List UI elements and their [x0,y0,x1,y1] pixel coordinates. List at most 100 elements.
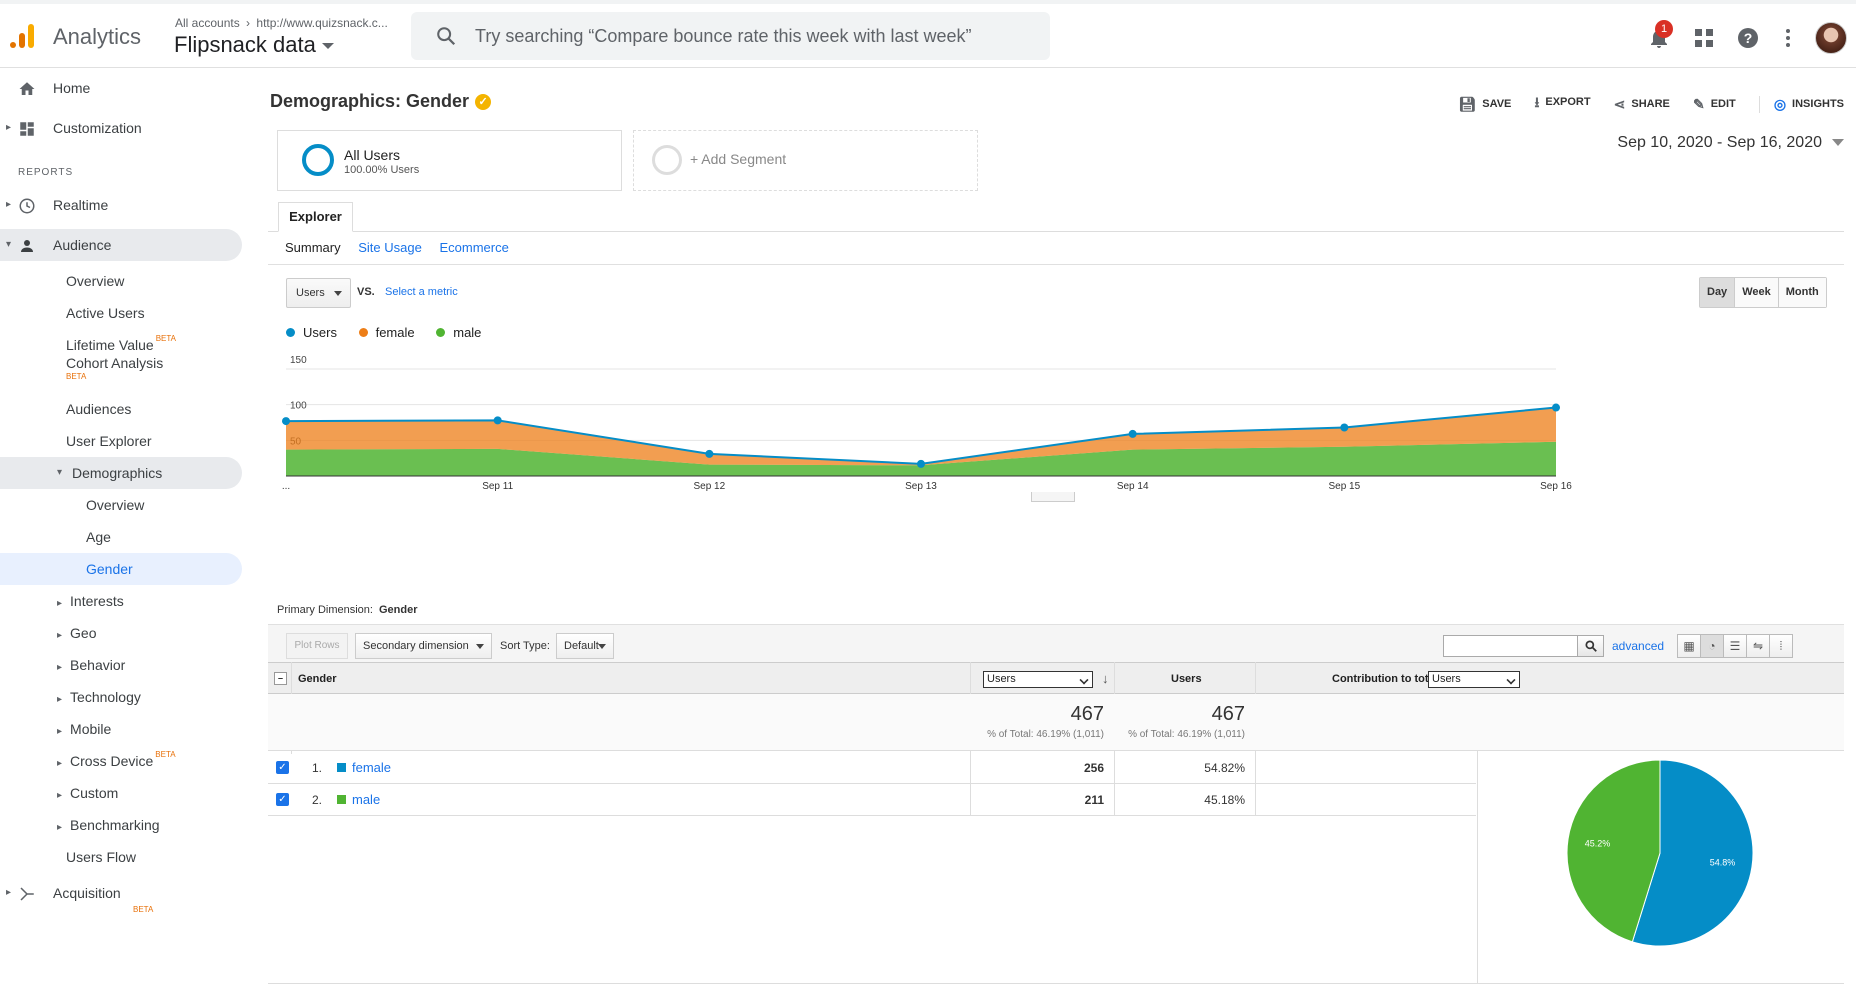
segment-all-users[interactable]: All Users 100.00% Users [277,130,622,191]
account-selector[interactable]: Flipsnack data [174,32,334,58]
sidebar-item-mobile[interactable]: ▸ Mobile [57,721,112,737]
subtab-summary[interactable]: Summary [285,240,341,255]
edit-button[interactable]: ✎ EDIT [1692,95,1736,112]
column-header-gender[interactable]: Gender [298,673,337,685]
share-button[interactable]: ⋖ SHARE [1613,95,1670,112]
plot-rows-button[interactable]: Plot Rows [286,633,348,659]
share-icon: ⋖ [1613,95,1626,112]
table-row[interactable]: ✓ 1. female 256 54.82% [268,752,1476,784]
add-segment-button[interactable]: + Add Segment [633,130,978,191]
subtab-ecommerce[interactable]: Ecommerce [439,240,509,255]
sidebar-item-home[interactable]: Home [0,72,240,104]
y-tick-label: 150 [290,355,307,366]
row-label-link[interactable]: female [352,760,392,775]
row-checkbox[interactable]: ✓ [276,793,289,806]
date-range-picker[interactable]: Sep 10, 2020 - Sep 16, 2020 [1617,134,1844,152]
person-icon [21,240,33,252]
pie-view-icon[interactable]: ◔ [1700,634,1724,658]
table-filter-input[interactable] [1443,635,1578,657]
row-color-swatch [337,795,346,804]
comparison-view-icon[interactable]: ⇋ [1746,634,1770,658]
sidebar-item-gender[interactable]: Gender [0,553,242,585]
sidebar-item-geo[interactable]: ▸ Geo [57,625,97,641]
sidebar-item-audiences[interactable]: Audiences [66,401,132,417]
sidebar-item-cohort-analysis[interactable]: Cohort Analysis BETA [66,355,164,381]
vs-label: VS. [357,286,375,298]
sidebar-item-custom[interactable]: ▸ Custom [57,785,119,801]
export-button[interactable]: ⭳ EXPORT [1534,92,1590,116]
month-button[interactable]: Month [1777,278,1826,307]
row-label-link[interactable]: male [352,792,381,807]
pivot-view-icon[interactable]: ⦙ [1769,634,1793,658]
analytics-logo-icon[interactable] [8,22,36,50]
table-header: – Gender Users ↓ Users Contribution to t… [268,662,1844,694]
expand-arrow-icon: ▸ [57,758,63,769]
row-users-value: 256 [1083,761,1104,775]
total-users-value: 467 [1070,703,1104,725]
sidebar-item-cross-device[interactable]: ▸ Cross Device BETA [57,750,176,769]
sidebar-item-customization[interactable]: ▸ Customization [0,112,240,144]
user-avatar[interactable] [1815,22,1847,54]
sidebar-item-audience-overview[interactable]: Overview [66,273,125,289]
sort-type-dropdown[interactable]: Default [556,633,614,659]
select-metric-link[interactable]: Select a metric [385,286,458,298]
contribution-pie-chart[interactable]: 54.8% 45.2% [1478,751,1845,983]
sidebar-item-audience[interactable]: ▾ Audience [0,229,242,261]
subtab-site-usage[interactable]: Site Usage [358,240,422,255]
clock-icon [19,198,35,214]
advanced-filter-link[interactable]: advanced [1612,639,1665,653]
more-vert-icon[interactable] [1776,26,1800,50]
legend-item-male[interactable]: male [436,325,481,340]
primary-dimension-value[interactable]: Gender [378,604,418,616]
performance-view-icon[interactable]: ☰ [1723,634,1747,658]
search-input[interactable] [475,12,1035,60]
sidebar-item-benchmarking[interactable]: ▸ Benchmarking [57,817,160,833]
svg-text:?: ? [1744,30,1753,46]
sidebar-item-demographics[interactable]: ▾ Demographics [0,457,242,489]
account-breadcrumb[interactable]: All accounts › http://www.quizsnack.c... [175,16,388,30]
search-icon [437,27,456,46]
sidebar-item-behavior[interactable]: ▸ Behavior [57,657,126,673]
search-box[interactable] [411,12,1050,60]
sidebar-item-acquisition[interactable]: ▸ Acquisition [0,877,240,909]
legend-item-users[interactable]: Users [286,325,337,340]
caret-down-icon [1832,139,1844,147]
select-all-checkbox[interactable]: – [274,672,287,685]
x-tick-label: Sep 16 [1540,481,1572,492]
sidebar-item-age[interactable]: Age [86,529,111,545]
contribution-select[interactable]: Users [1428,671,1520,688]
sidebar-item-users-flow[interactable]: Users Flow [66,849,137,865]
table-view-icon[interactable]: ▦ [1677,634,1701,658]
save-button[interactable]: 💾︎ SAVE [1458,95,1512,112]
sort-descending-icon[interactable]: ↓ [1102,671,1109,686]
sidebar-item-realtime[interactable]: ▸ Realtime [0,189,240,221]
column-metric-select[interactable]: Users [983,671,1093,688]
table-search-button[interactable] [1577,635,1604,657]
legend-item-female[interactable]: female [358,325,415,340]
secondary-dimension-dropdown[interactable]: Secondary dimension [355,633,492,659]
sidebar-item-lifetime-value[interactable]: Lifetime Value BETA [66,334,176,353]
metric-select[interactable]: Users [286,278,351,308]
table-row[interactable]: ✓ 2. male 211 45.18% [268,784,1476,816]
apps-grid-icon[interactable] [1692,26,1716,50]
total-users-percent-2: % of Total: 46.19% (1,011) [1128,729,1245,740]
column-header-users[interactable]: Users [1171,673,1202,685]
tab-explorer[interactable]: Explorer [278,202,353,232]
sidebar-item-technology[interactable]: ▸ Technology [57,689,141,705]
table-totals-row: 467 % of Total: 46.19% (1,011) 467 % of … [268,694,1844,751]
insights-button[interactable]: ◎ INSIGHTS [1758,95,1844,113]
expand-arrow-icon: ▸ [57,790,63,801]
sidebar-item-demographics-overview[interactable]: Overview [86,497,145,513]
sidebar-item-user-explorer[interactable]: User Explorer [66,433,152,449]
sidebar-item-interests[interactable]: ▸ Interests [57,593,124,609]
day-button[interactable]: Day [1700,278,1735,307]
week-button[interactable]: Week [1734,278,1778,307]
row-checkbox[interactable]: ✓ [276,761,289,774]
help-icon[interactable]: ? [1736,26,1760,50]
row-color-swatch [337,763,346,772]
sidebar-item-active-users[interactable]: Active Users [66,305,145,321]
chart-collapse-handle[interactable] [1031,492,1075,502]
x-tick-label: Sep 14 [1117,481,1149,492]
row-number: 2. [312,793,323,807]
